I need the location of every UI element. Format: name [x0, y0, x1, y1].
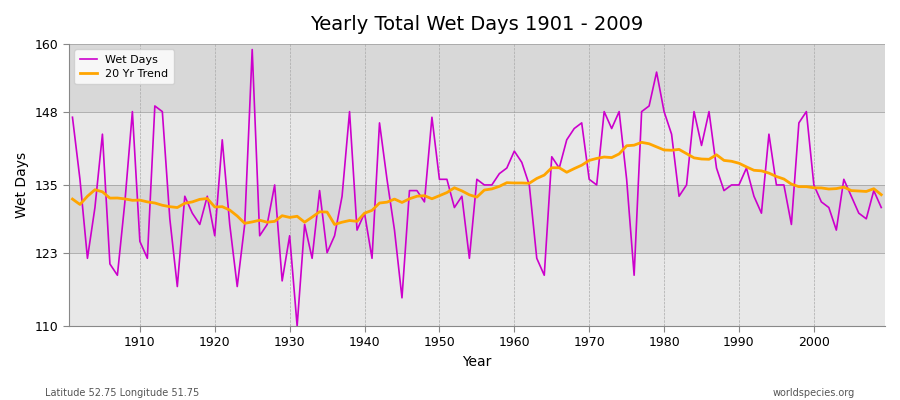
20 Yr Trend — [508, 180, 519, 185]
20 Yr Trend — [636, 140, 647, 145]
Legend: Wet Days, 20 Yr Trend: Wet Days, 20 Yr Trend — [75, 50, 174, 84]
20 Yr Trend — [876, 192, 886, 197]
Text: worldspecies.org: worldspecies.org — [773, 388, 855, 398]
Wet Days — [307, 256, 318, 261]
Bar — [68, 112, 885, 185]
Line: Wet Days: Wet Days — [73, 50, 881, 326]
Wet Days — [247, 47, 257, 52]
X-axis label: Year: Year — [463, 355, 491, 369]
Line: 20 Yr Trend: 20 Yr Trend — [73, 142, 881, 224]
Wet Days — [352, 228, 363, 232]
Bar — [68, 185, 885, 253]
Wet Days — [292, 324, 302, 328]
20 Yr Trend — [292, 214, 302, 219]
Wet Days — [68, 115, 78, 120]
20 Yr Trend — [127, 198, 138, 203]
20 Yr Trend — [517, 180, 527, 185]
Title: Yearly Total Wet Days 1901 - 2009: Yearly Total Wet Days 1901 - 2009 — [310, 15, 644, 34]
Wet Days — [876, 205, 886, 210]
Bar — [68, 253, 885, 326]
20 Yr Trend — [607, 155, 617, 160]
Wet Days — [517, 160, 527, 165]
Wet Days — [614, 109, 625, 114]
20 Yr Trend — [68, 197, 78, 202]
Wet Days — [127, 109, 138, 114]
Bar — [68, 44, 885, 112]
20 Yr Trend — [329, 222, 340, 227]
20 Yr Trend — [344, 218, 355, 223]
Text: Latitude 52.75 Longitude 51.75: Latitude 52.75 Longitude 51.75 — [45, 388, 199, 398]
Wet Days — [524, 182, 535, 187]
Y-axis label: Wet Days: Wet Days — [15, 152, 29, 218]
